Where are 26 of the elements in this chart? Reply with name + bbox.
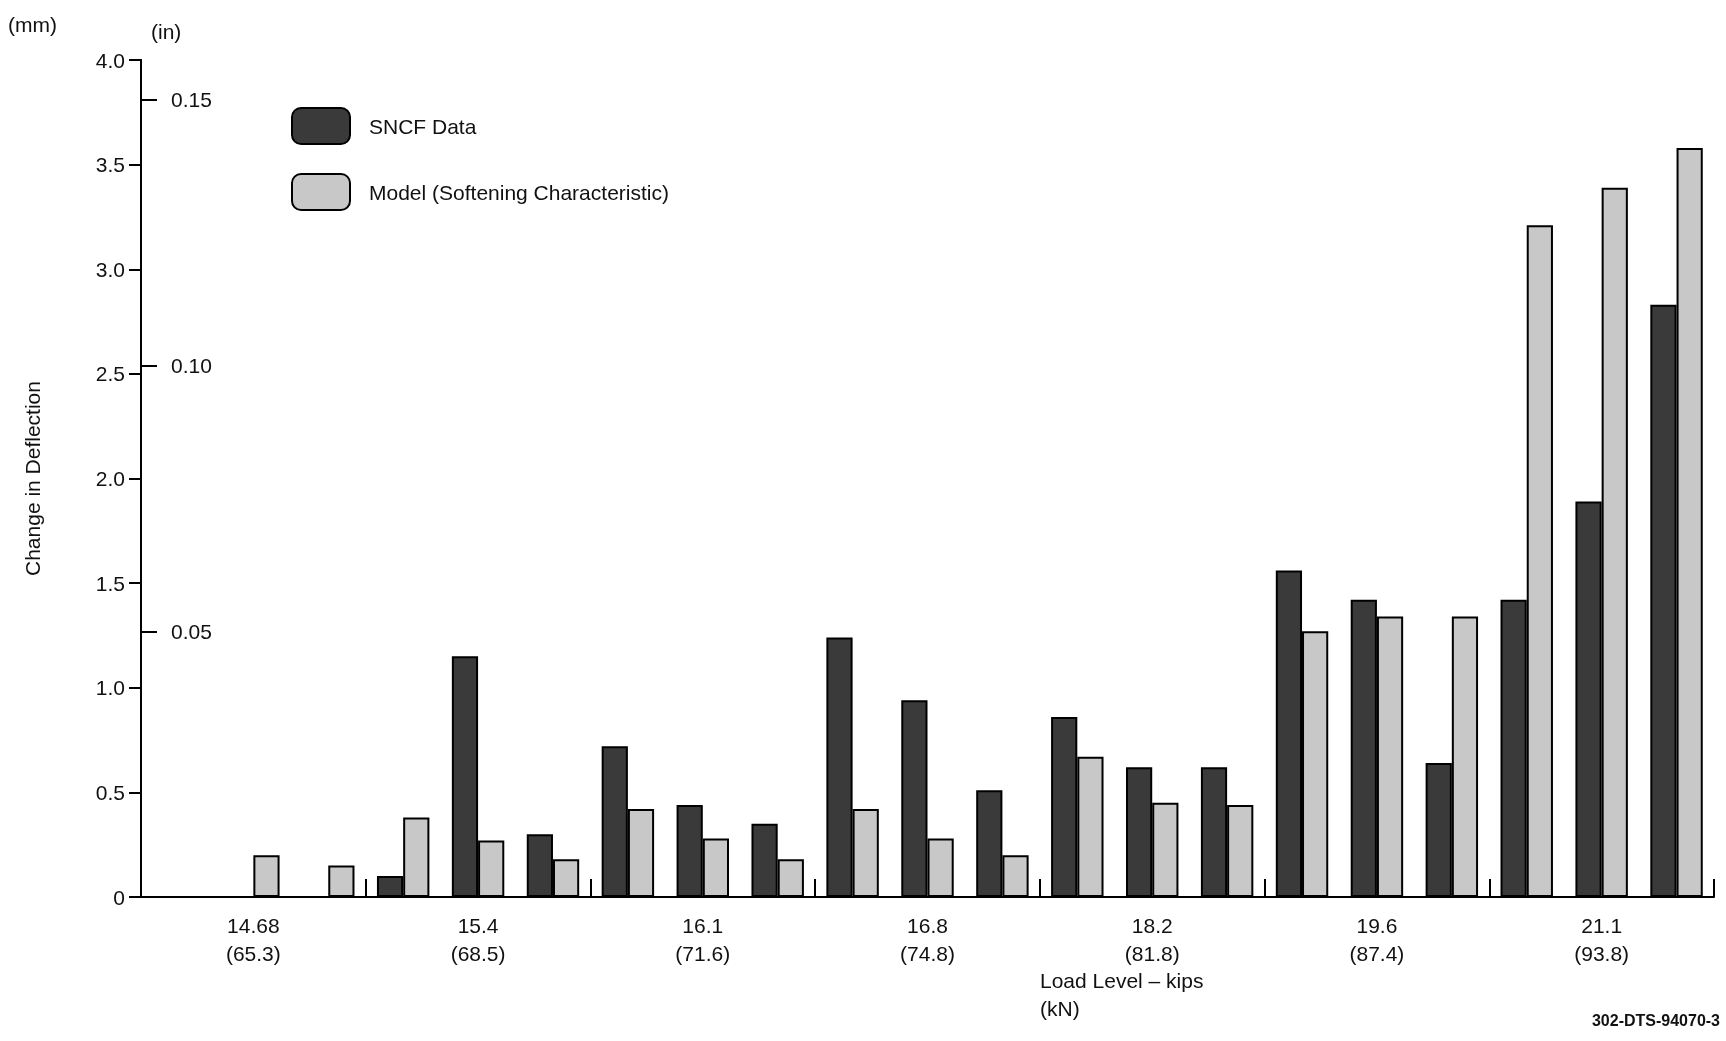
y2-tick-label: 0.05 xyxy=(171,619,212,643)
x-tick-label: 21.1 (93.8) xyxy=(1574,913,1630,965)
y-tick-label: 4.0 xyxy=(95,48,125,72)
text: 302-DTS-94070-3 xyxy=(1591,1011,1721,1029)
y2-tick-label: 0.15 xyxy=(171,88,212,112)
y2-axis-title: (in) xyxy=(151,20,182,43)
y-tick-label: 0.5 xyxy=(95,780,125,804)
x-tick-label: 16.1 (71.6) xyxy=(675,913,731,965)
x-tick-label: 16.8 (74.8) xyxy=(900,913,955,965)
y-tick-label: 3.5 xyxy=(95,153,125,177)
y2-tick-label: 0.10 xyxy=(171,354,212,378)
y-tick-label: 1.0 xyxy=(95,676,125,700)
x-axis-title: Load Level – kips (kN) xyxy=(1040,968,1204,1020)
y-tick-label: 0 xyxy=(113,885,125,909)
y-tick-label: 2.0 xyxy=(95,467,125,490)
x-tick-label: 19.6 (87.4) xyxy=(1349,913,1405,965)
legend-label: SNCF Data xyxy=(369,114,477,138)
legend-label: Model (Softening Characteristic) xyxy=(369,180,669,204)
text: (mm) xyxy=(8,13,57,36)
x-tick-label: 14.68 (65.3) xyxy=(225,913,281,965)
y-axis-title: Change in Deflection xyxy=(21,381,44,576)
y-tick-label: 2.5 xyxy=(95,362,125,386)
x-tick-label: 15.4 (68.5) xyxy=(450,913,506,965)
y-tick-label: 1.5 xyxy=(95,571,125,595)
x-tick-label: 18.2 (81.8) xyxy=(1124,913,1180,965)
y-tick-label: 3.0 xyxy=(95,257,125,281)
